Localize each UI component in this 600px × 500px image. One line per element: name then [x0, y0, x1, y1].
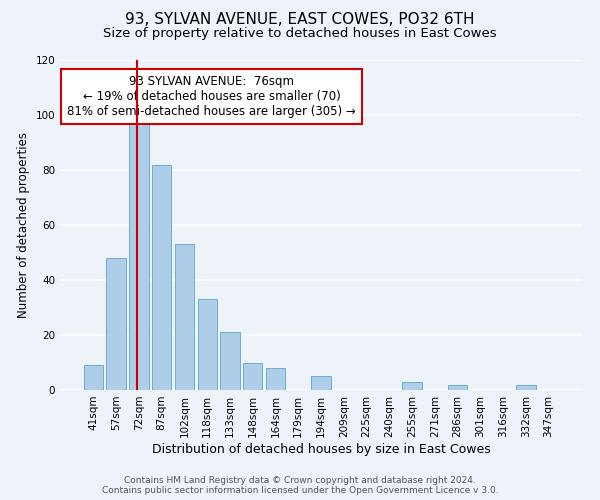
Bar [175, 244, 194, 390]
Bar [220, 332, 239, 390]
Bar [448, 384, 467, 390]
Bar [403, 382, 422, 390]
Text: Size of property relative to detached houses in East Cowes: Size of property relative to detached ho… [103, 28, 497, 40]
Text: 93 SYLVAN AVENUE:  76sqm
← 19% of detached houses are smaller (70)
81% of semi-d: 93 SYLVAN AVENUE: 76sqm ← 19% of detache… [67, 75, 356, 118]
Text: 93, SYLVAN AVENUE, EAST COWES, PO32 6TH: 93, SYLVAN AVENUE, EAST COWES, PO32 6TH [125, 12, 475, 28]
Bar [197, 299, 217, 390]
X-axis label: Distribution of detached houses by size in East Cowes: Distribution of detached houses by size … [152, 442, 490, 456]
Bar [266, 368, 285, 390]
Bar [129, 115, 149, 390]
Bar [152, 164, 172, 390]
Bar [106, 258, 126, 390]
Text: Contains public sector information licensed under the Open Government Licence v : Contains public sector information licen… [101, 486, 499, 495]
Bar [243, 362, 262, 390]
Text: Contains HM Land Registry data © Crown copyright and database right 2024.: Contains HM Land Registry data © Crown c… [124, 476, 476, 485]
Bar [311, 376, 331, 390]
Y-axis label: Number of detached properties: Number of detached properties [17, 132, 30, 318]
Bar [516, 384, 536, 390]
Bar [84, 365, 103, 390]
